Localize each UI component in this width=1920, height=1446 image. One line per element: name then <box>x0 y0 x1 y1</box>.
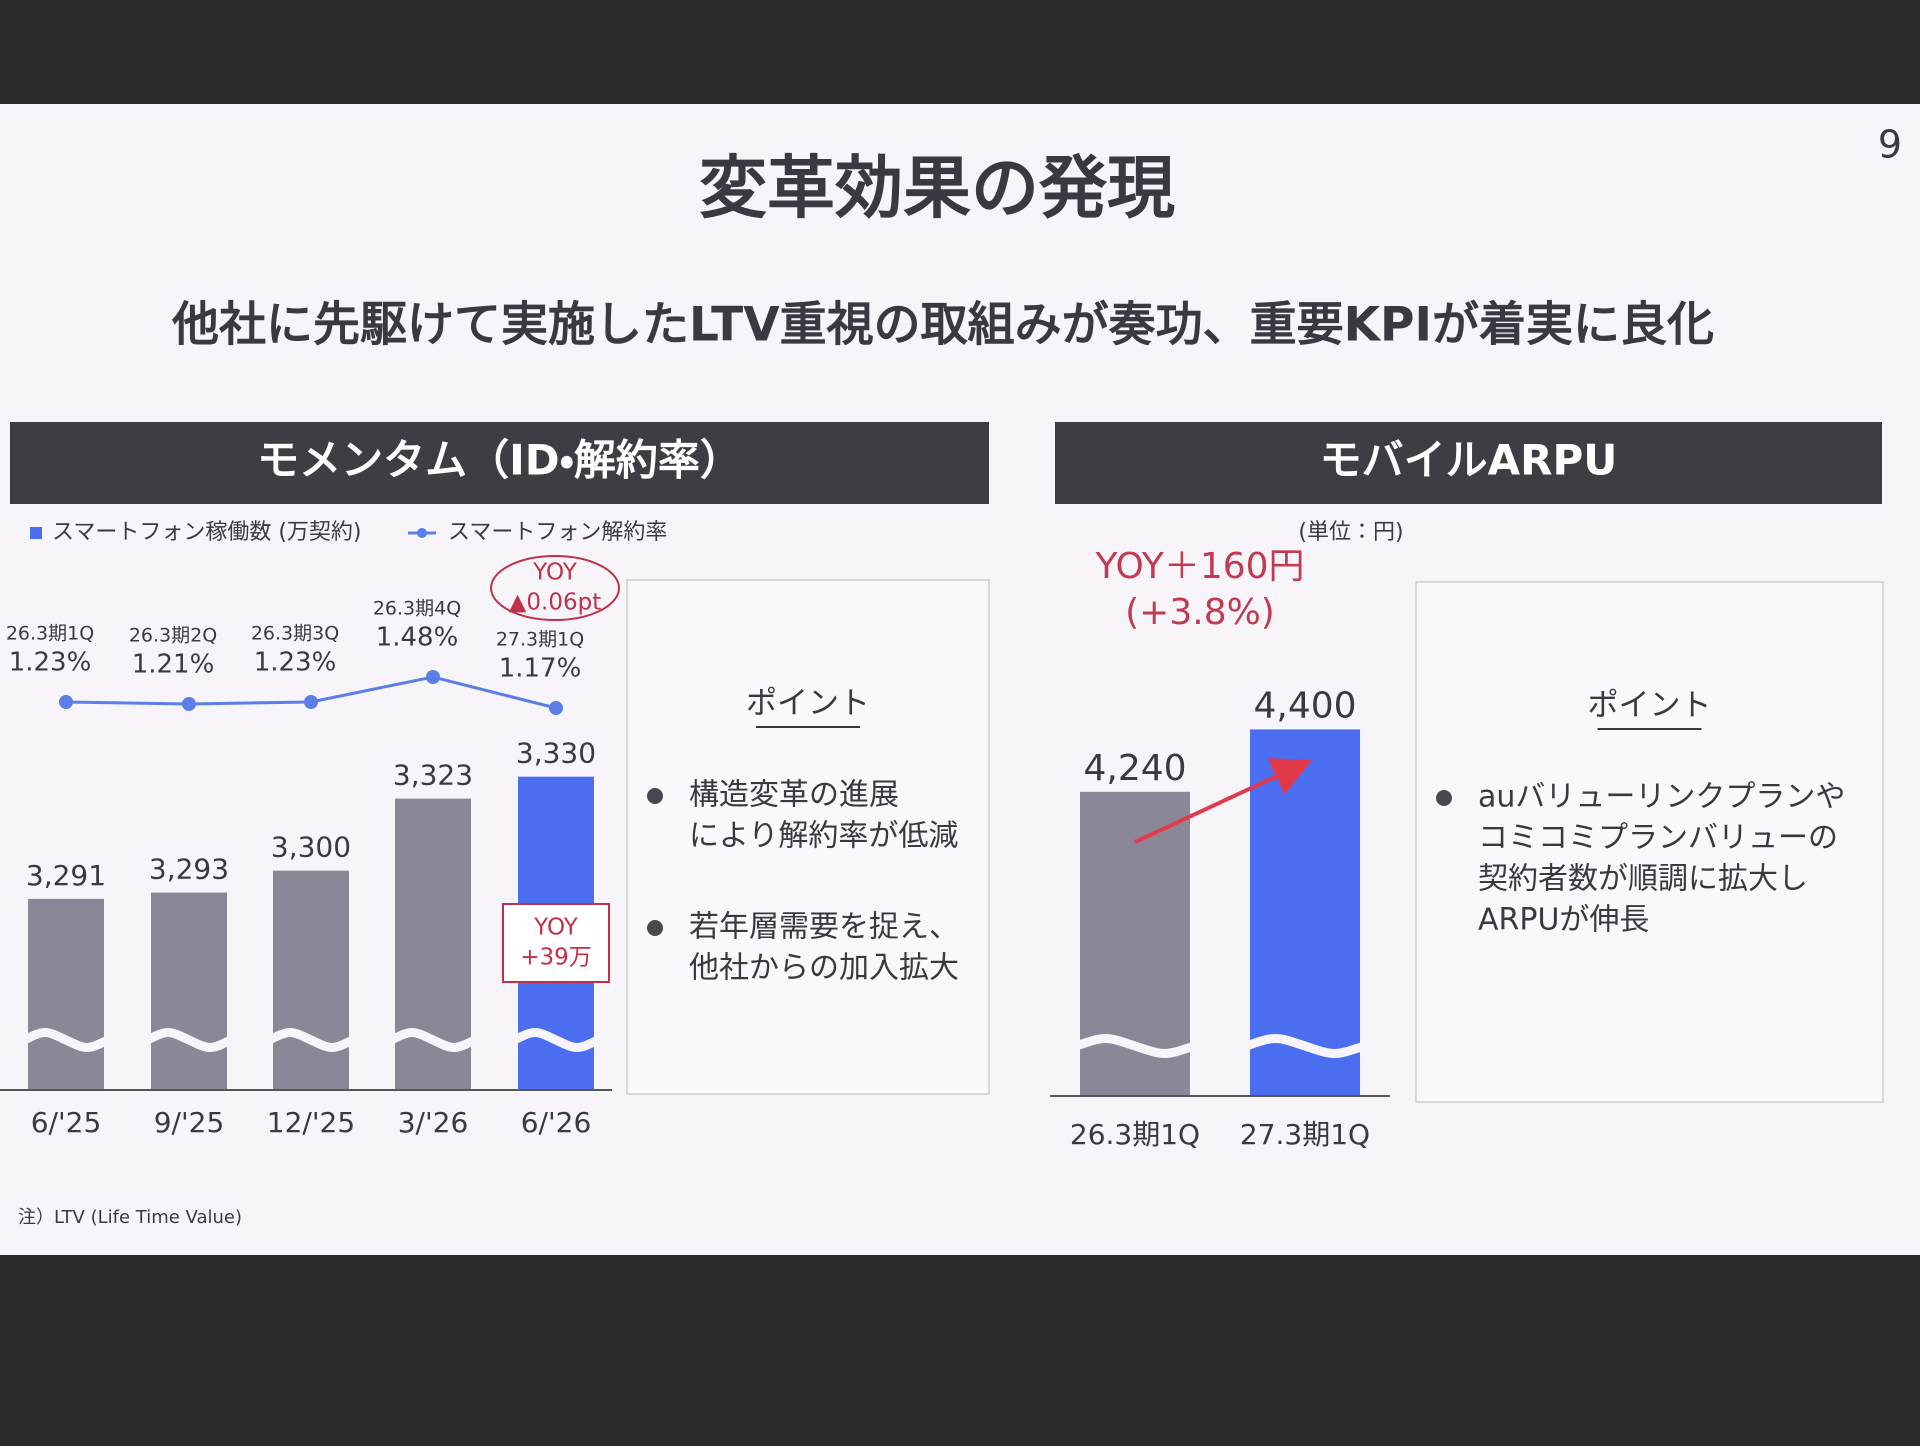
bullet-text: により解約率が低減 <box>689 819 958 854</box>
bar-value-label: 3,300 <box>271 831 351 864</box>
point-box <box>1415 581 1884 1103</box>
bullet-dot <box>647 920 663 936</box>
annotation-text: YOY <box>532 560 578 586</box>
bullet-text: 構造変革の進展 <box>689 778 899 813</box>
point-value-label: 1.17% <box>499 654 582 684</box>
point-value-label: 1.23% <box>254 648 337 678</box>
line-point <box>59 695 73 709</box>
legend-label: スマートフォン解約率 <box>448 520 667 545</box>
bullet-text: 若年層需要を捉え、 <box>689 910 959 945</box>
bar <box>151 892 227 1090</box>
annotation-box <box>502 903 610 983</box>
bullet-text: auバリューリンクプランや <box>1478 780 1845 815</box>
bullet-dot <box>647 788 663 804</box>
panel-title: モメンタム（ID・解約率） <box>257 436 742 485</box>
x-tick-label: 26.3期1Q <box>1070 1118 1200 1151</box>
bar-value-label: 4,240 <box>1083 748 1186 789</box>
bar <box>28 898 104 1090</box>
legend-swatch <box>30 527 42 539</box>
panel-header <box>1055 422 1882 504</box>
line-point <box>426 670 440 684</box>
line-point <box>549 701 563 715</box>
line-point <box>304 695 318 709</box>
bullet-text: コミコミプランバリューの <box>1478 821 1838 856</box>
annotation-text: YOY <box>533 915 579 941</box>
axis-break <box>267 1028 355 1052</box>
annotation-text: +39万 <box>520 945 592 971</box>
page-number: 9 <box>1878 123 1902 167</box>
point-heading: ポイント <box>746 686 870 722</box>
annotation-text: ▲0.06pt <box>509 590 602 616</box>
point-value-label: 1.48% <box>376 623 459 653</box>
point-heading: ポイント <box>1588 688 1712 724</box>
legend-marker <box>417 528 427 538</box>
bar <box>273 870 349 1090</box>
x-tick-label: 3/'26 <box>398 1106 469 1139</box>
point-period-label: 26.3期3Q <box>251 623 339 645</box>
axis-break <box>1244 1034 1366 1058</box>
axis-break <box>512 1028 600 1052</box>
trend-arrow <box>1134 758 1313 844</box>
bullet-dot <box>1436 790 1452 806</box>
slide-subtitle: 他社に先駆けて実施したLTV重視の取組みが奏功、重要KPIが着実に良化 <box>171 298 1714 353</box>
bar-value-label: 3,293 <box>149 853 229 886</box>
bar-value-label: 4,400 <box>1253 685 1356 726</box>
bullet-text: 契約者数が順調に拡大し <box>1478 862 1808 897</box>
bar-value-label: 3,330 <box>516 737 596 770</box>
unit-label: (単位：円) <box>1298 520 1403 545</box>
x-tick-label: 6/'25 <box>31 1106 102 1139</box>
point-period-label: 26.3期4Q <box>373 598 461 620</box>
panel-header <box>10 422 989 504</box>
annotation-text: (+3.8%) <box>1125 592 1275 633</box>
legend-label: スマートフォン稼働数 (万契約) <box>52 520 362 545</box>
slide-title: 変革効果の発現 <box>699 150 1175 229</box>
bullet-text: ARPUが伸長 <box>1478 903 1649 938</box>
axis-break <box>389 1028 477 1052</box>
bullet-text: 他社からの加入拡大 <box>689 951 959 986</box>
footnote: 注）LTV (Life Time Value) <box>18 1207 242 1228</box>
point-value-label: 1.21% <box>132 650 215 680</box>
x-tick-label: 12/'25 <box>267 1106 355 1139</box>
axis-break <box>145 1028 233 1052</box>
point-period-label: 27.3期1Q <box>496 629 584 651</box>
panel-title: モバイルARPU <box>1320 436 1618 485</box>
axis-break <box>22 1028 110 1052</box>
bar-value-label: 3,323 <box>393 759 473 792</box>
line-point <box>182 697 196 711</box>
x-tick-label: 27.3期1Q <box>1240 1118 1370 1151</box>
annotation-text: YOY＋160円 <box>1094 546 1304 587</box>
wall-top <box>0 0 1920 104</box>
x-tick-label: 9/'25 <box>154 1106 225 1139</box>
x-tick-label: 6/'26 <box>521 1106 592 1139</box>
annotation-ellipse <box>490 555 620 621</box>
point-period-label: 26.3期2Q <box>129 625 217 647</box>
point-period-label: 26.3期1Q <box>6 623 94 645</box>
axis-break <box>1074 1034 1196 1058</box>
point-value-label: 1.23% <box>9 648 92 678</box>
point-box <box>626 579 990 1095</box>
wall-bottom <box>0 1255 1920 1446</box>
bar-value-label: 3,291 <box>26 859 106 892</box>
